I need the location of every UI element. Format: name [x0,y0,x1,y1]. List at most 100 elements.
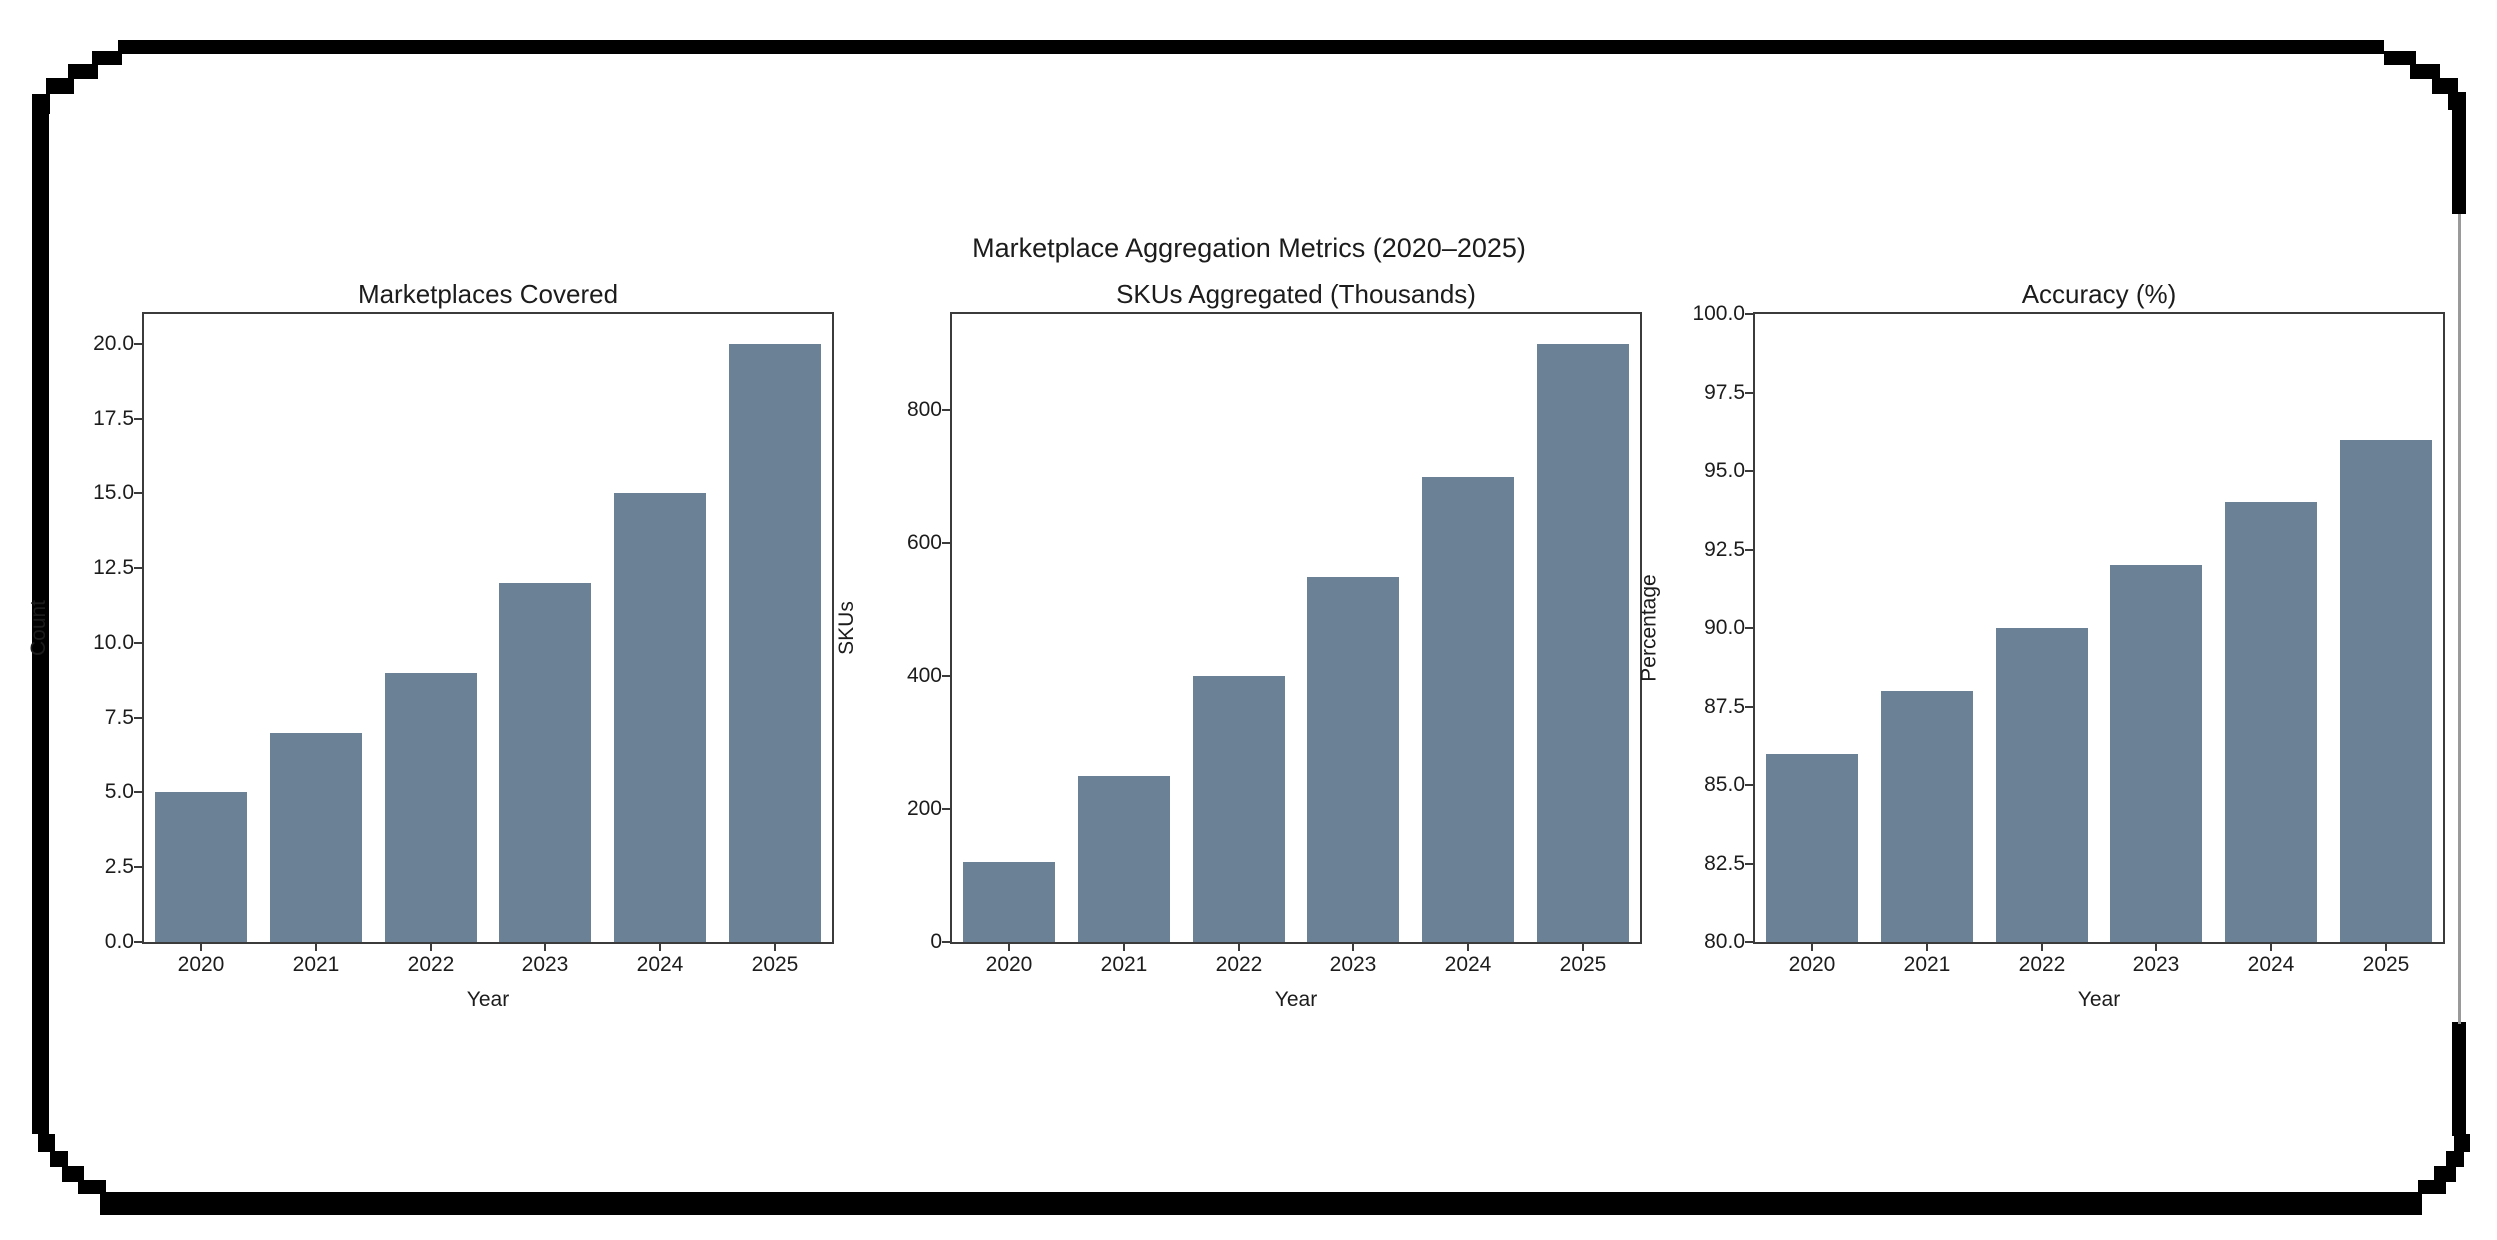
y-tick-label: 17.5 [93,406,134,430]
y-tick-mark [134,641,144,644]
bar-2024 [1422,476,1514,942]
y-tick-mark [1745,627,1755,629]
y-tick-label: 2.5 [104,855,134,879]
bar-2021 [270,732,362,942]
x-tick-label: 2022 [1215,953,1263,976]
x-tick-label: 2025 [2362,953,2410,976]
y-axis-label-text: SKUs [835,601,858,655]
y-tick-mark [942,675,952,678]
chart-title: SKUs Aggregated (Thousands) [1116,279,1476,309]
bar-2020 [963,862,1055,942]
x-tick-mark [1467,942,1469,951]
y-tick-mark [1745,705,1755,708]
x-tick-label: 2025 [751,953,799,976]
y-tick-label: 15.0 [93,481,134,505]
x-tick-mark [1123,942,1125,951]
x-tick-mark [2270,942,2272,951]
x-tick-mark [659,942,661,951]
x-tick-mark [1926,942,1928,951]
bar-2023 [1307,576,1399,942]
x-tick-mark [1811,942,1813,951]
x-tick-mark [200,942,202,951]
x-tick-label: 2025 [1559,953,1607,976]
y-tick-label: 90.0 [1704,616,1745,639]
x-axis-label: Year [1274,988,1318,1011]
y-tick-label: 5.0 [104,780,134,804]
chart-skus-aggregated: SKUs Aggregated (Thousands) SKUs 0 200 400… [835,279,1642,1060]
y-tick-label: 200 [906,797,942,821]
y-tick-mark [942,941,952,943]
y-tick-label: 12.5 [93,556,134,580]
x-tick-label: 2024 [2247,953,2295,976]
frame-right-thin-edge [2458,214,2461,1024]
x-tick-mark [430,942,432,951]
bar-2022 [1193,676,1285,942]
x-tick-label: 2023 [1329,953,1377,976]
bar-2023 [499,583,591,942]
y-tick-label: 85.0 [1704,773,1745,796]
bar-2020 [155,792,247,942]
y-tick-mark [942,409,952,412]
x-tick-mark [1352,942,1354,951]
y-tick-mark [1745,784,1755,786]
y-tick-label: 600 [906,531,942,555]
y-tick-mark [1745,470,1755,472]
y-tick-label: 82.5 [1704,851,1745,875]
figure: Marketplace Aggregation Metrics (2020–20… [27,55,2450,1193]
bar-2022 [385,672,477,942]
bar-2022 [1996,628,2088,942]
chart-marketplaces-covered: Marketplaces Covered Count 0.0 2.5 5.0 7.5 1… [27,279,834,1060]
x-tick-label: 2020 [985,953,1033,976]
y-tick-label: 97.5 [1704,380,1745,404]
x-tick-mark [2385,942,2387,951]
y-tick-mark [1745,391,1755,394]
y-tick-label: 92.5 [1704,537,1745,561]
y-tick-mark [134,567,144,570]
bar-2025 [729,343,821,942]
bar-2020 [1766,753,1858,942]
y-tick-label: 10.0 [93,630,134,654]
bar-2024 [614,493,706,942]
y-tick-mark [134,866,144,869]
x-axis-label: Year [466,988,510,1011]
y-tick-mark [1745,548,1755,551]
bar-2021 [1078,775,1170,942]
plot-area: SKUs 0 200 400 600 800 2020 2021 2022 2023 2024 20… [835,312,1642,976]
bar-2025 [1537,343,1629,942]
y-tick-label: 7.5 [104,705,134,729]
x-tick-label: 2024 [1444,953,1492,976]
bar-2025 [2340,439,2432,942]
x-tick-label: 2022 [407,953,455,976]
y-tick-label: 0 [930,930,942,953]
y-tick-mark [1745,941,1755,943]
x-tick-mark [2155,942,2157,951]
x-tick-label: 2021 [1903,953,1951,976]
x-tick-mark [544,942,546,951]
y-tick-label: 80.0 [1704,930,1745,953]
x-tick-label: 2024 [636,953,684,976]
x-tick-label: 2023 [2132,953,2180,976]
plot-area: Count 0.0 2.5 5.0 7.5 10.0 12.5 15.0 17.5 20.0 20… [27,312,834,976]
x-tick-mark [1238,942,1240,951]
x-tick-mark [2041,942,2043,951]
x-tick-label: 2022 [2018,953,2066,976]
y-tick-mark [942,542,952,545]
chart-accuracy: Accuracy (%) Percentage 80.0 82.5 85.0 87.5… [1638,279,2445,1060]
y-tick-mark [1745,313,1755,315]
x-axis-label: Year [2077,988,2121,1011]
y-tick-mark [134,417,144,420]
y-tick-mark [134,941,144,943]
chart-title: Marketplaces Covered [357,279,619,309]
y-tick-label: 0.0 [104,930,134,953]
y-tick-label: 100.0 [1692,302,1745,325]
x-tick-label: 2020 [1788,953,1836,976]
x-tick-mark [1582,942,1584,951]
x-tick-label: 2021 [292,953,340,976]
y-tick-label: 400 [906,664,942,688]
bar-2021 [1881,690,1973,942]
y-tick-mark [1745,862,1755,865]
x-tick-label: 2020 [177,953,225,976]
y-tick-mark [134,716,144,719]
chart-title: Accuracy (%) [2021,279,2177,309]
